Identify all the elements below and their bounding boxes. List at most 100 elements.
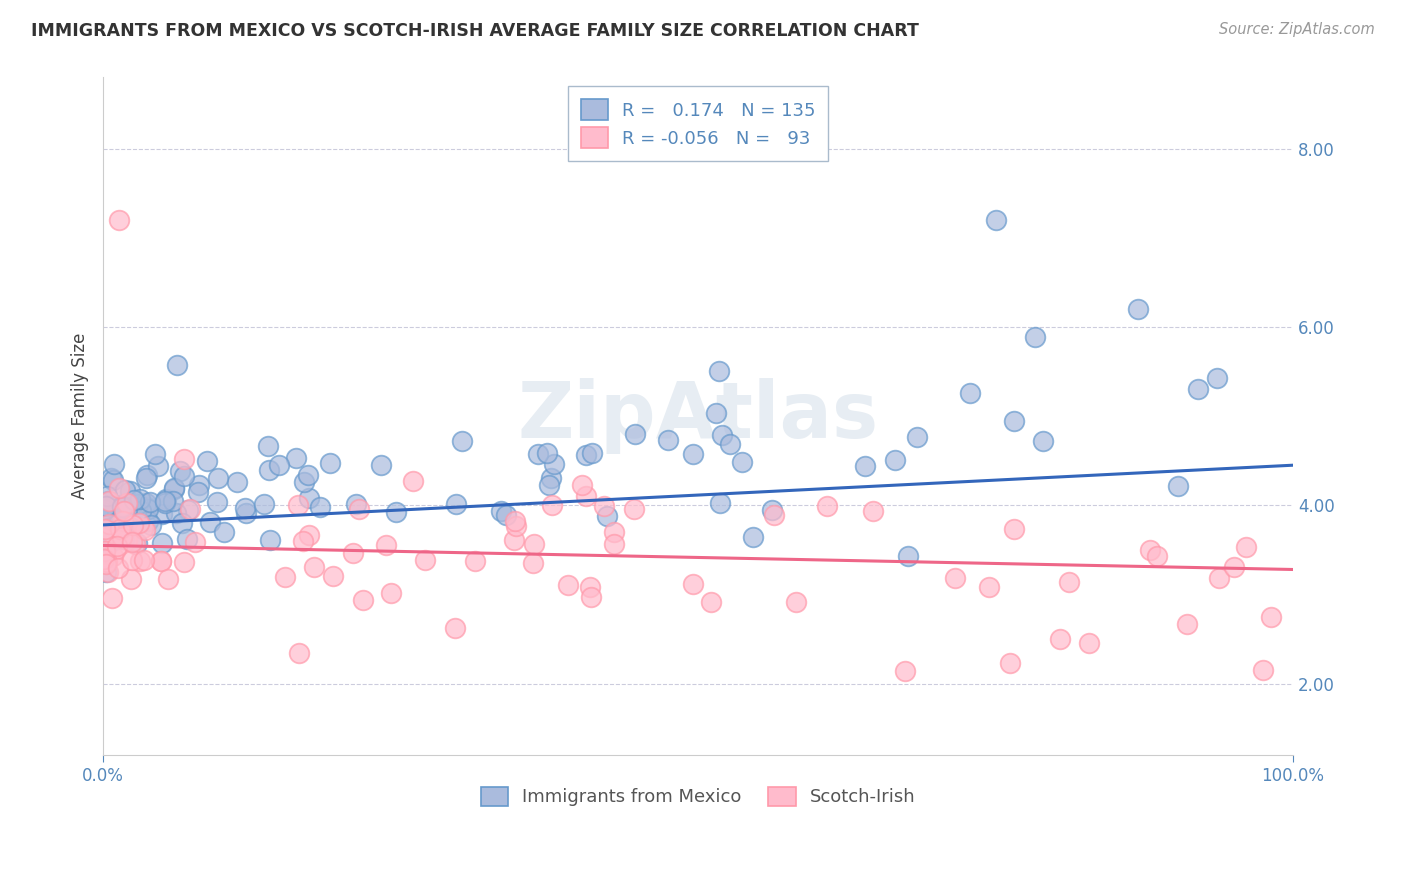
Point <box>100 471 122 485</box>
Point <box>132 521 155 535</box>
Point <box>98 500 121 515</box>
Point <box>108 522 131 536</box>
Point <box>207 471 229 485</box>
Point <box>110 524 132 538</box>
Point <box>302 560 325 574</box>
Point <box>195 454 218 468</box>
Point <box>349 502 371 516</box>
Point <box>543 457 565 471</box>
Point <box>344 497 367 511</box>
Point <box>1032 434 1054 448</box>
Point <box>135 468 157 483</box>
Point <box>107 560 129 574</box>
Point <box>259 533 281 547</box>
Point <box>121 553 143 567</box>
Point <box>575 489 598 503</box>
Point <box>97 565 120 579</box>
Point <box>1223 560 1246 574</box>
Text: ZipAtlas: ZipAtlas <box>517 378 879 454</box>
Point <box>977 580 1000 594</box>
Point <box>96 493 118 508</box>
Point <box>233 500 256 515</box>
Point <box>523 537 546 551</box>
Point <box>146 458 169 473</box>
Y-axis label: Average Family Size: Average Family Size <box>72 333 89 500</box>
Point <box>571 478 593 492</box>
Point <box>1234 540 1257 554</box>
Point <box>112 533 135 547</box>
Point <box>318 456 340 470</box>
Point <box>575 448 598 462</box>
Point <box>165 506 187 520</box>
Point <box>1187 383 1209 397</box>
Point <box>657 433 679 447</box>
Point <box>115 496 138 510</box>
Point <box>259 463 281 477</box>
Point <box>103 457 125 471</box>
Point <box>122 493 145 508</box>
Point <box>108 482 131 496</box>
Point <box>1260 610 1282 624</box>
Point <box>136 502 159 516</box>
Point <box>905 430 928 444</box>
Point <box>98 536 121 550</box>
Point <box>93 531 115 545</box>
Point <box>718 436 741 450</box>
Point <box>489 504 512 518</box>
Point <box>536 446 558 460</box>
Point <box>342 546 364 560</box>
Point <box>762 508 785 522</box>
Point <box>155 493 177 508</box>
Point <box>107 213 129 227</box>
Point <box>114 497 136 511</box>
Point <box>1049 632 1071 647</box>
Point <box>96 524 118 539</box>
Point <box>352 593 374 607</box>
Point <box>96 489 118 503</box>
Point <box>998 657 1021 671</box>
Point <box>101 517 124 532</box>
Point <box>135 471 157 485</box>
Point <box>122 518 145 533</box>
Point <box>1004 414 1026 428</box>
Point <box>815 499 838 513</box>
Point <box>120 572 142 586</box>
Point <box>134 552 156 566</box>
Point <box>101 511 124 525</box>
Point <box>1146 549 1168 563</box>
Point <box>170 516 193 531</box>
Point <box>415 552 437 566</box>
Point <box>100 526 122 541</box>
Point <box>761 503 783 517</box>
Point <box>112 514 135 528</box>
Point <box>297 468 319 483</box>
Point <box>114 483 136 498</box>
Point <box>581 446 603 460</box>
Point <box>110 520 132 534</box>
Point <box>1251 664 1274 678</box>
Point <box>540 498 562 512</box>
Point <box>162 493 184 508</box>
Point <box>162 481 184 495</box>
Point <box>443 622 465 636</box>
Point <box>93 522 115 536</box>
Point <box>184 535 207 549</box>
Point <box>111 500 134 514</box>
Point <box>156 572 179 586</box>
Point <box>115 502 138 516</box>
Point <box>1175 617 1198 632</box>
Point <box>945 571 967 585</box>
Point <box>200 516 222 530</box>
Point <box>173 555 195 569</box>
Point <box>214 524 236 539</box>
Point <box>166 358 188 372</box>
Point <box>141 517 163 532</box>
Point <box>97 494 120 508</box>
Point <box>150 508 173 522</box>
Point <box>143 446 166 460</box>
Point <box>602 525 624 540</box>
Point <box>402 474 425 488</box>
Point <box>505 519 527 533</box>
Point <box>235 506 257 520</box>
Point <box>1139 543 1161 558</box>
